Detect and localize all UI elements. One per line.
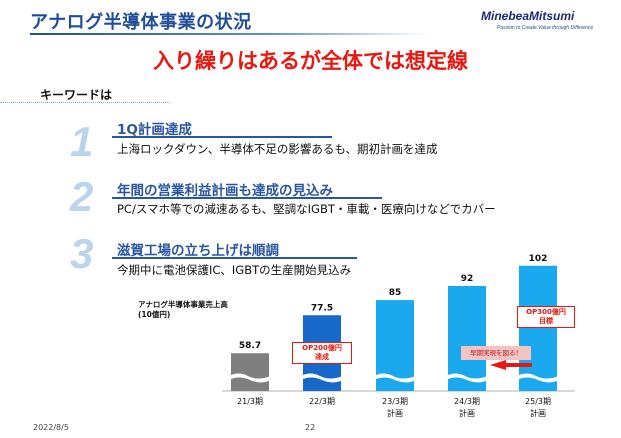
callout-op300-line1: OP300億円 — [526, 308, 566, 316]
title-underline — [30, 33, 430, 35]
value-label-1: 77.5 — [311, 303, 333, 313]
axis-break-0 — [229, 373, 271, 383]
callout-op300-line2: 目標 — [539, 317, 553, 325]
category-label-1: 22/3期 — [309, 397, 335, 406]
chart-title: アナログ半導体事業売上高 (10億円) — [138, 300, 228, 320]
item-body-3: 今期中に電池保護IC、IGBTの生産開始見込み — [117, 263, 352, 277]
item-number-1: 1 — [70, 118, 94, 165]
logo-tagline: Passion to Create Value through Differen… — [497, 25, 594, 31]
callout-op200-line2: 達成 — [315, 353, 329, 361]
chart-unit: (10億円) — [138, 310, 171, 319]
bar-24/3期 — [448, 285, 486, 391]
category-label-4: 25/3期 — [525, 397, 551, 406]
callout-op200-line1: OP200億円 — [302, 344, 342, 352]
item-heading-3: 滋賀工場の立ち上げは順調 — [117, 243, 279, 259]
category-label-0: 21/3期 — [237, 397, 263, 406]
item-underline-1 — [112, 136, 332, 138]
value-label-4: 102 — [529, 254, 548, 264]
keywords-label: キーワードは — [40, 88, 113, 102]
item-underline-2 — [112, 197, 382, 199]
headline: 入り繰りはあるが全体では想定線 — [153, 49, 468, 73]
item-heading-2: 年間の営業利益計画も達成の見込み — [117, 183, 333, 199]
axis-break-1 — [301, 373, 343, 383]
chart-title-text: アナログ半導体事業売上高 — [138, 300, 228, 309]
bar-21/3期 — [231, 353, 269, 391]
value-label-0: 58.7 — [239, 341, 261, 351]
item-body-1: 上海ロックダウン、半導体不足の影響あるも、期初計画を達成 — [117, 142, 438, 156]
value-label-2: 85 — [389, 288, 402, 298]
item-number-3: 3 — [70, 230, 94, 277]
axis-break-4 — [517, 373, 559, 383]
footer-date: 2022/8/5 — [33, 423, 69, 432]
axis-break-2 — [374, 373, 416, 383]
page-title: アナログ半導体事業の状況 — [30, 12, 252, 33]
value-label-3: 92 — [461, 274, 474, 284]
bar-25/3期 — [519, 265, 557, 391]
category-sublabel-4: 計画 — [530, 408, 546, 418]
early-realization-label: 早期実現を図る！ — [461, 346, 531, 360]
category-label-3: 24/3期 — [454, 397, 480, 406]
item-number-2: 2 — [70, 173, 94, 220]
axis-break-3 — [446, 373, 488, 383]
callout-op200: OP200億円 達成 — [292, 342, 352, 364]
callout-op300: OP300億円 目標 — [517, 306, 575, 328]
category-label-2: 23/3期 — [382, 397, 408, 406]
category-sublabel-3: 計画 — [459, 408, 475, 418]
item-underline-3 — [112, 257, 357, 259]
company-logo: MinebeaMitsumi — [481, 9, 575, 23]
item-body-2: PC/スマホ等での減速あるも、堅調なIGBT・車載・医療向けなどでカバー — [117, 202, 496, 216]
keywords-divider — [0, 102, 170, 103]
category-sublabel-2: 計画 — [387, 408, 403, 418]
early-arrow-icon — [490, 360, 532, 370]
page-number: 22 — [305, 423, 316, 432]
item-heading-1: 1Q計画達成 — [117, 122, 192, 138]
